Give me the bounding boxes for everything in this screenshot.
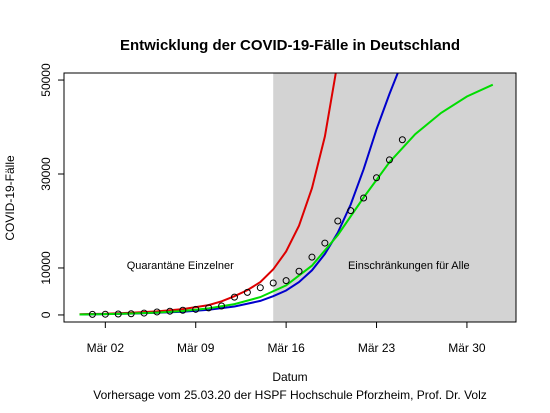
series-line: [79, 83, 494, 316]
x-axis-label: Datum: [272, 370, 307, 384]
data-point: [321, 239, 329, 247]
data-point: [295, 267, 303, 275]
x-tick-label: Mär 30: [448, 341, 486, 355]
y-tick-label: 50000: [39, 63, 53, 97]
data-point: [218, 302, 226, 310]
data-point: [282, 277, 290, 285]
data-point: [243, 288, 251, 296]
data-point: [205, 304, 213, 312]
data-point: [101, 310, 109, 318]
x-tick-label: Mär 02: [87, 341, 125, 355]
data-point: [127, 310, 135, 318]
data-point: [347, 207, 355, 215]
data-point: [256, 284, 264, 292]
data-point: [269, 279, 277, 287]
chart-caption: Vorhersage vom 25.03.20 der HSPF Hochsch…: [93, 388, 487, 402]
data-point: [153, 308, 161, 316]
annotation-label: Quarantäne Einzelner: [127, 260, 234, 272]
y-axis-label: COVID-19-Fälle: [3, 155, 17, 241]
data-point: [140, 309, 148, 317]
chart-title: Entwicklung der COVID-19-Fälle in Deutsc…: [120, 37, 460, 54]
y-tick-label: 30000: [39, 157, 53, 191]
data-point: [334, 217, 342, 225]
x-tick-label: Mär 16: [267, 341, 305, 355]
data-point: [179, 306, 187, 314]
data-point: [360, 194, 368, 202]
data-point: [373, 174, 381, 182]
x-tick-label: Mär 23: [358, 341, 396, 355]
data-point: [192, 305, 200, 313]
y-tick-label: 10000: [39, 251, 53, 285]
data-point: [398, 136, 406, 144]
data-point: [166, 307, 174, 315]
data-point: [385, 156, 393, 164]
shaded-region: [273, 73, 516, 322]
x-tick-label: Mär 09: [177, 341, 215, 355]
y-tick-label: 0: [39, 311, 53, 318]
annotation-label: Einschränkungen für Alle: [348, 260, 470, 272]
data-point: [88, 310, 96, 318]
data-point: [308, 253, 316, 261]
data-point: [114, 310, 122, 318]
data-point: [230, 293, 238, 301]
plot-frame: [63, 72, 517, 323]
